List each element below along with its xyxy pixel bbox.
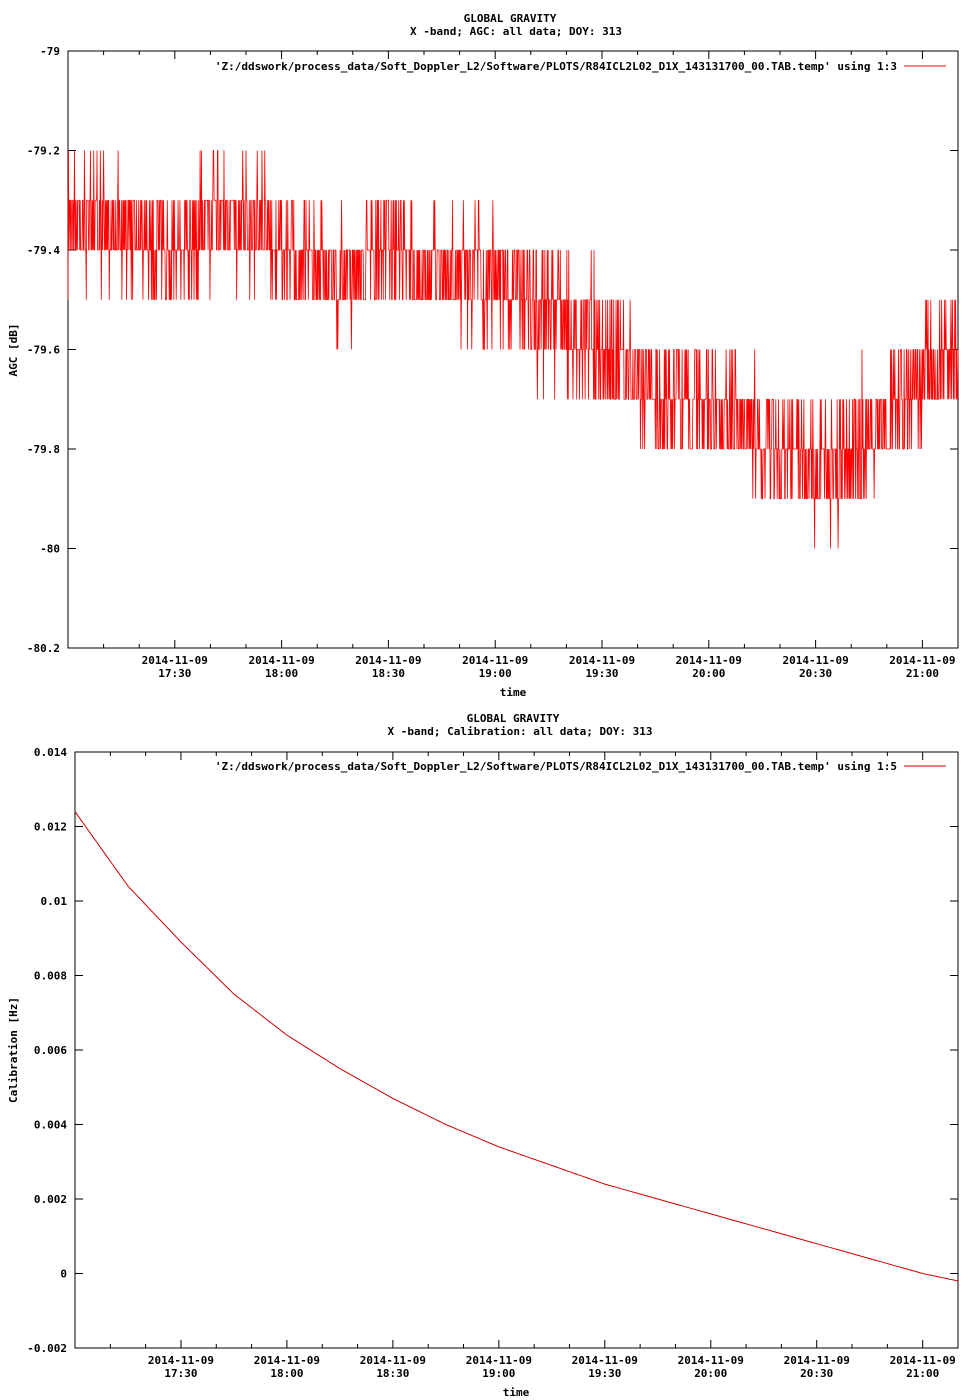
agc-x-tick-time: 17:30 [158, 667, 191, 680]
calibration-x-tick-time: 20:00 [694, 1367, 727, 1380]
agc-series-line [67, 150, 959, 549]
calibration-y-axis: 0.014 0.012 0.01 0.008 0.006 0.004 0.002 0 -0.00… [27, 746, 958, 1355]
calibration-x-tick-date: 2014-11-09 [254, 1354, 320, 1367]
agc-y-axis: -79 -79.2 -79.4 -79.6 -79.8 -80 -80.2 [27, 45, 958, 655]
agc-y-tick-label: -79.2 [27, 145, 60, 158]
calibration-x-tick-time: 19:30 [588, 1367, 621, 1380]
calibration-x-tick-time: 20:30 [800, 1367, 833, 1380]
agc-chart-title: GLOBAL GRAVITY [464, 12, 557, 25]
calibration-x-tick-date: 2014-11-09 [678, 1354, 744, 1367]
calibration-chart: GLOBAL GRAVITY X -band; Calibration: all… [7, 712, 959, 1399]
agc-y-tick-label: -79 [40, 45, 60, 58]
calibration-plot-frame [74, 751, 959, 1349]
agc-x-tick-date: 2014-11-09 [248, 654, 314, 667]
agc-x-tick-date: 2014-11-09 [889, 654, 955, 667]
calibration-legend-label: 'Z:/ddswork/process_data/Soft_Doppler_L2… [215, 760, 897, 773]
agc-plot-frame [67, 50, 959, 649]
agc-x-axis-label: time [500, 686, 527, 699]
calibration-x-tick-time: 19:00 [482, 1367, 515, 1380]
agc-x-tick-date: 2014-11-09 [782, 654, 848, 667]
calibration-y-tick-label: 0.006 [34, 1044, 67, 1057]
calibration-y-tick-label: 0 [60, 1268, 67, 1281]
agc-x-tick-date: 2014-11-09 [355, 654, 421, 667]
agc-x-tick-time: 20:30 [799, 667, 832, 680]
calibration-y-tick-label: 0.008 [34, 970, 67, 983]
calibration-y-tick-label: 0.012 [34, 821, 67, 834]
agc-x-tick-date: 2014-11-09 [569, 654, 635, 667]
calibration-y-axis-label: Calibration [Hz] [7, 997, 20, 1103]
calibration-y-tick-label: -0.002 [27, 1342, 67, 1355]
calibration-series [74, 811, 959, 1282]
calibration-y-tick-label: 0.014 [34, 746, 67, 759]
agc-x-tick-time: 19:00 [479, 667, 512, 680]
calibration-x-tick-date: 2014-11-09 [360, 1354, 426, 1367]
agc-y-tick-label: -80.2 [27, 642, 60, 655]
calibration-x-tick-date: 2014-11-09 [572, 1354, 638, 1367]
agc-y-tick-label: -79.8 [27, 443, 60, 456]
agc-x-tick-time: 19:30 [585, 667, 618, 680]
calibration-x-tick-time: 18:00 [270, 1367, 303, 1380]
calibration-x-tick-date: 2014-11-09 [466, 1354, 532, 1367]
calibration-y-tick-label: 0.002 [34, 1193, 67, 1206]
agc-x-tick-time: 20:00 [692, 667, 725, 680]
calibration-chart-subtitle: X -band; Calibration: all data; DOY: 313 [388, 725, 653, 738]
calibration-x-tick-date: 2014-11-09 [784, 1354, 850, 1367]
agc-x-tick-time: 18:30 [372, 667, 405, 680]
agc-y-tick-label: -79.6 [27, 344, 60, 357]
calibration-x-tick-date: 2014-11-09 [148, 1354, 214, 1367]
calibration-x-tick-time: 21:00 [906, 1367, 939, 1380]
calibration-x-axis-label: time [503, 1386, 530, 1399]
calibration-x-axis: 2014-11-0917:302014-11-0918:002014-11-09… [109, 752, 959, 1380]
agc-x-tick-time: 21:00 [906, 667, 939, 680]
agc-chart: GLOBAL GRAVITY X -band; AGC: all data; D… [7, 12, 959, 699]
agc-x-tick-date: 2014-11-09 [462, 654, 528, 667]
calibration-x-tick-time: 17:30 [164, 1367, 197, 1380]
agc-x-axis: 2014-11-0917:302014-11-0918:002014-11-09… [103, 51, 959, 680]
agc-legend-label: 'Z:/ddswork/process_data/Soft_Doppler_L2… [215, 60, 897, 73]
agc-y-tick-label: -80 [40, 543, 60, 556]
agc-y-tick-label: -79.4 [27, 244, 60, 257]
agc-x-tick-date: 2014-11-09 [142, 654, 208, 667]
agc-series [67, 150, 959, 549]
calibration-y-tick-label: 0.01 [41, 895, 68, 908]
calibration-chart-title: GLOBAL GRAVITY [467, 712, 560, 725]
calibration-x-tick-date: 2014-11-09 [890, 1354, 956, 1367]
calibration-series-line [74, 811, 959, 1282]
calibration-x-tick-time: 18:30 [376, 1367, 409, 1380]
agc-x-tick-date: 2014-11-09 [676, 654, 742, 667]
agc-y-axis-label: AGC [dB] [7, 324, 20, 377]
agc-x-tick-time: 18:00 [265, 667, 298, 680]
calibration-y-tick-label: 0.004 [34, 1119, 67, 1132]
agc-chart-subtitle: X -band; AGC: all data; DOY: 313 [410, 25, 622, 38]
